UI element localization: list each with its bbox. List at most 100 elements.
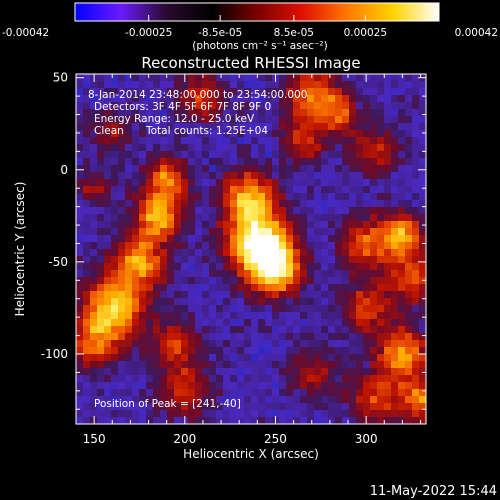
image-pixel — [90, 410, 98, 418]
image-pixel — [111, 144, 119, 152]
image-pixel — [258, 81, 266, 89]
image-pixel — [321, 95, 329, 103]
image-pixel — [230, 277, 238, 285]
image-pixel — [419, 130, 426, 138]
image-pixel — [251, 88, 259, 96]
image-pixel — [90, 123, 98, 131]
image-pixel — [265, 228, 273, 236]
image-pixel — [272, 123, 280, 131]
image-pixel — [76, 116, 84, 124]
image-pixel — [244, 221, 252, 229]
image-pixel — [391, 368, 399, 376]
image-pixel — [377, 256, 385, 264]
image-pixel — [216, 151, 224, 159]
image-pixel — [377, 123, 385, 131]
image-pixel — [279, 137, 287, 145]
image-pixel — [132, 165, 140, 173]
image-pixel — [377, 172, 385, 180]
image-pixel — [167, 200, 175, 208]
image-pixel — [419, 291, 426, 299]
image-pixel — [223, 221, 231, 229]
image-pixel — [307, 88, 315, 96]
image-pixel — [293, 249, 301, 257]
image-pixel — [223, 235, 231, 243]
image-pixel — [202, 158, 210, 166]
image-pixel — [412, 102, 420, 110]
image-pixel — [272, 249, 280, 257]
image-pixel — [188, 193, 196, 201]
image-pixel — [286, 200, 294, 208]
image-pixel — [419, 123, 426, 131]
image-pixel — [167, 228, 175, 236]
image-pixel — [272, 88, 280, 96]
image-pixel — [188, 403, 196, 411]
image-pixel — [202, 228, 210, 236]
image-pixel — [153, 389, 161, 397]
image-pixel — [335, 403, 343, 411]
image-pixel — [342, 333, 350, 341]
image-pixel — [216, 361, 224, 369]
image-pixel — [391, 333, 399, 341]
image-pixel — [293, 74, 301, 82]
image-pixel — [153, 158, 161, 166]
image-pixel — [174, 326, 182, 334]
image-pixel — [167, 214, 175, 222]
image-pixel — [286, 417, 294, 424]
image-pixel — [349, 109, 357, 117]
image-pixel — [111, 130, 119, 138]
image-pixel — [181, 284, 189, 292]
image-pixel — [90, 109, 98, 117]
image-pixel — [118, 109, 126, 117]
image-pixel — [356, 354, 364, 362]
image-pixel — [230, 137, 238, 145]
image-pixel — [174, 228, 182, 236]
colorbar-units: (photons cm⁻² s⁻¹ asec⁻²) — [192, 40, 327, 52]
image-pixel — [153, 256, 161, 264]
image-pixel — [300, 361, 308, 369]
image-pixel — [76, 81, 84, 89]
image-pixel — [300, 375, 308, 383]
image-pixel — [272, 81, 280, 89]
image-pixel — [181, 116, 189, 124]
image-pixel — [76, 130, 84, 138]
image-pixel — [265, 263, 273, 271]
image-pixel — [139, 410, 147, 418]
image-pixel — [300, 368, 308, 376]
image-pixel — [146, 88, 154, 96]
image-pixel — [97, 305, 105, 313]
image-pixel — [356, 249, 364, 257]
image-pixel — [188, 305, 196, 313]
image-pixel — [251, 277, 259, 285]
image-pixel — [111, 179, 119, 187]
image-pixel — [132, 102, 140, 110]
image-pixel — [83, 270, 91, 278]
image-pixel — [104, 165, 112, 173]
image-pixel — [258, 396, 266, 404]
image-pixel — [370, 354, 378, 362]
image-pixel — [391, 144, 399, 152]
image-pixel — [139, 270, 147, 278]
image-pixel — [328, 270, 336, 278]
image-pixel — [377, 368, 385, 376]
image-pixel — [244, 270, 252, 278]
image-pixel — [335, 221, 343, 229]
image-pixel — [160, 116, 168, 124]
image-pixel — [132, 186, 140, 194]
image-pixel — [195, 242, 203, 250]
image-pixel — [335, 207, 343, 215]
image-pixel — [391, 95, 399, 103]
image-pixel — [118, 130, 126, 138]
image-pixel — [335, 333, 343, 341]
image-pixel — [181, 95, 189, 103]
image-pixel — [216, 340, 224, 348]
image-pixel — [384, 123, 392, 131]
image-pixel — [265, 403, 273, 411]
image-pixel — [286, 144, 294, 152]
image-pixel — [230, 284, 238, 292]
image-pixel — [272, 410, 280, 418]
image-pixel — [349, 151, 357, 159]
image-pixel — [412, 277, 420, 285]
image-pixel — [202, 284, 210, 292]
image-pixel — [251, 396, 259, 404]
image-pixel — [237, 403, 245, 411]
